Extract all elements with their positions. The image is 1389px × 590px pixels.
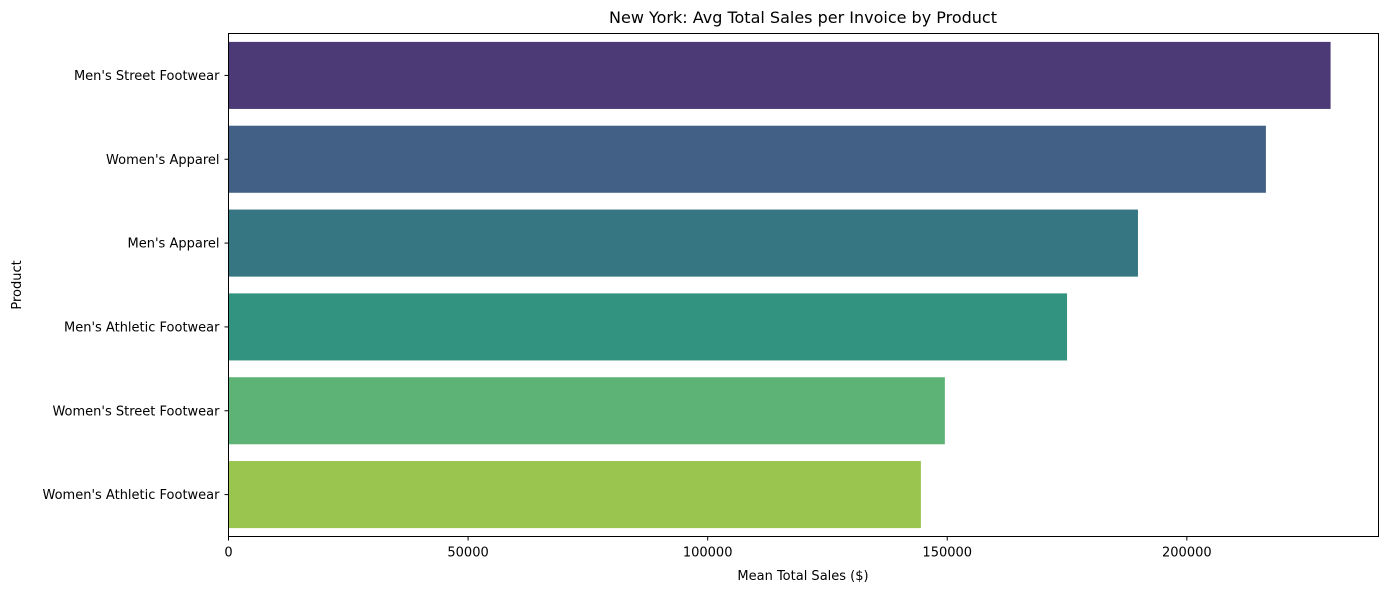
bar [228,41,1331,109]
category-label: Men's Athletic Footwear [64,320,220,335]
x-ticks: 0 50000 100000 150000 200000 [224,536,1212,561]
category-label: Men's Apparel [128,237,220,252]
bar [228,377,945,445]
x-tick-label: 150000 [922,546,972,561]
bar [228,125,1266,193]
plot-frame [228,33,1379,537]
category-labels: Men's Street Footwear Women's Apparel Men'… [43,69,229,503]
bar [228,293,1068,361]
x-tick-label: 200000 [1162,546,1212,561]
category-label: Women's Street Footwear [52,404,220,419]
y-axis-label: Product [10,260,25,309]
x-axis-label: Mean Total Sales ($) [737,569,868,584]
bar [228,461,921,529]
x-tick-label: 100000 [683,546,733,561]
category-label: Men's Street Footwear [74,69,220,84]
category-label: Women's Apparel [106,153,219,168]
chart-title: New York: Avg Total Sales per Invoice by… [609,8,997,27]
bars-group [228,41,1331,529]
x-tick-label: 0 [224,546,232,561]
bar [228,209,1138,277]
category-label: Women's Athletic Footwear [43,488,221,503]
x-tick-label: 50000 [447,546,488,561]
